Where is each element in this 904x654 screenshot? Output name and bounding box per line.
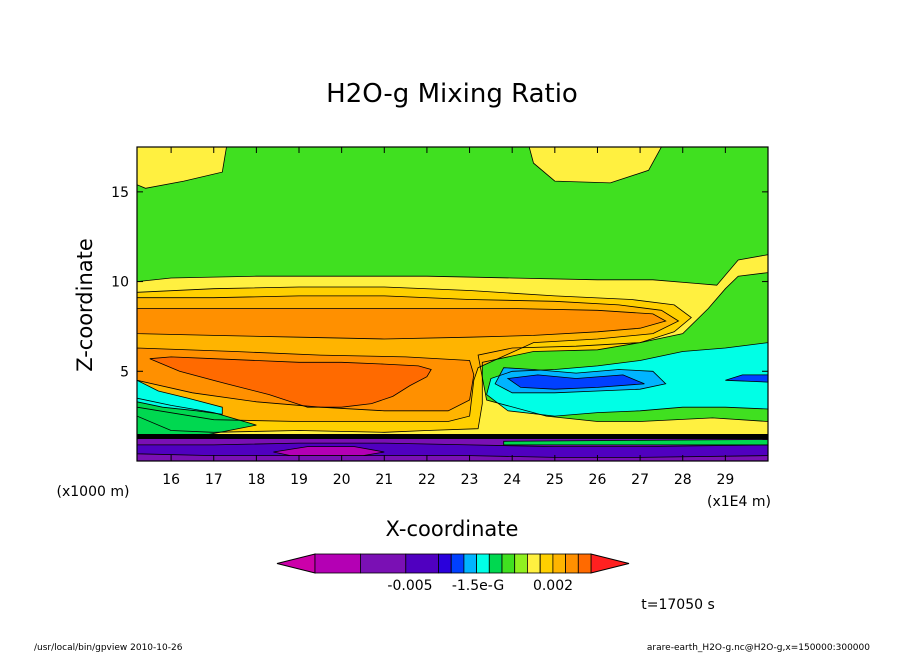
- contour-line: [137, 254, 768, 439]
- contour-region: [273, 446, 385, 456]
- x-unit-label: (x1E4 m): [707, 494, 771, 510]
- y-tick-label: 10: [111, 275, 129, 291]
- contour-region: [137, 380, 223, 415]
- colorbar-cell: [577, 553, 592, 574]
- y-axis: 5 10 15: [111, 185, 768, 380]
- colorbar-cell: [514, 553, 528, 574]
- contour-line: [137, 308, 667, 340]
- colorbar-cell: [405, 553, 439, 574]
- x-axis: 16 17 18 19 20 21 22 23 24 25 26 27 28 29: [162, 147, 734, 488]
- x-tick-label: 16: [162, 472, 180, 488]
- colorbar: [276, 553, 630, 574]
- colorbar-cell: [488, 553, 503, 574]
- time-label: t=17050 s: [641, 597, 715, 613]
- x-tick-label: 20: [333, 472, 351, 488]
- contour-region: [149, 356, 432, 408]
- colorbar-cell: [314, 553, 361, 574]
- contour-region: [507, 374, 645, 390]
- y-unit-label: (x1000 m): [57, 484, 130, 500]
- contour-line: [725, 374, 768, 383]
- x-tick-label: 21: [375, 472, 393, 488]
- contour-region: [137, 308, 666, 339]
- contour-region: [725, 374, 768, 383]
- colorbar-cell: [539, 553, 554, 574]
- x-tick-label: 23: [461, 472, 479, 488]
- plot-frame: [136, 146, 769, 462]
- y-tick-label: 5: [120, 364, 129, 380]
- contour-line: [149, 356, 432, 408]
- contour-region: [529, 147, 662, 183]
- contour-line: [494, 367, 667, 394]
- colorbar-cell: [450, 553, 465, 574]
- colorbar-cell: [476, 553, 490, 574]
- colorbar-tick-label: 0.002: [533, 578, 573, 594]
- colorbar-cell: [565, 553, 579, 574]
- colorbar-tick-label: -0.005: [387, 578, 432, 594]
- x-tick-label: 25: [546, 472, 564, 488]
- x-tick-label: 27: [631, 472, 649, 488]
- contour-line: [506, 374, 645, 390]
- footer-right-info: arare-earth_H2O-g.nc@H2O-g,x=150000:3000…: [647, 643, 870, 653]
- colorbar-cell: [463, 553, 477, 574]
- colorbar-cell: [438, 553, 452, 574]
- x-tick-label: 29: [716, 472, 734, 488]
- colorbar-labels: -0.005 -1.5e-G 0.002: [387, 578, 573, 594]
- colorbar-cell: [527, 553, 541, 574]
- contour-fill-layer: [137, 147, 768, 461]
- contour-line: [137, 379, 223, 415]
- x-axis-label: X-coordinate: [386, 517, 519, 541]
- contour-line: [528, 147, 662, 184]
- x-tick-label: 24: [503, 472, 521, 488]
- contour-region: [137, 147, 227, 189]
- contour-line: [273, 446, 385, 457]
- x-tick-label: 18: [247, 472, 265, 488]
- x-tick-label: 19: [290, 472, 308, 488]
- x-tick-label: 17: [205, 472, 223, 488]
- footer-left-info: /usr/local/bin/gpview 2010-10-26: [34, 643, 183, 653]
- contour-line: [137, 286, 692, 433]
- contour-line: [137, 295, 680, 422]
- colorbar-low-arrow: [276, 553, 316, 574]
- colorbar-cell: [552, 553, 567, 574]
- ground-band: [137, 434, 768, 439]
- y-axis-label: Z-coordinate: [73, 238, 97, 372]
- chart-title: H2O-g Mixing Ratio: [326, 79, 578, 109]
- colorbar-tick-label: -1.5e-G: [452, 578, 504, 594]
- x-tick-label: 28: [674, 472, 692, 488]
- contour-region: [137, 398, 257, 438]
- colorbar-cell: [359, 553, 407, 574]
- contour-line: [137, 347, 475, 412]
- contour-line: [137, 147, 227, 189]
- y-tick-label: 15: [111, 185, 129, 201]
- x-tick-label: 26: [589, 472, 607, 488]
- contour-line: [503, 439, 768, 446]
- colorbar-high-arrow: [590, 553, 630, 574]
- x-tick-label: 22: [418, 472, 436, 488]
- colorbar-cell: [501, 553, 516, 574]
